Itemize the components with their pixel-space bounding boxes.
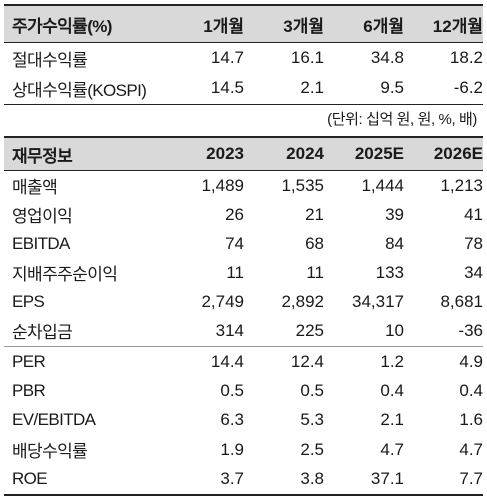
table-row: 지배주주순이익 11 11 133 34 <box>4 258 483 287</box>
top-rule <box>4 4 483 6</box>
unit-note: (단위: 십억 원, 원, %, 배) <box>327 111 477 128</box>
cell: 16.1 <box>290 48 324 67</box>
cell: 314 <box>215 320 244 340</box>
row-label: ROE <box>12 469 48 489</box>
returns-header-row: 주가수익률(%) 1개월 3개월 6개월 12개월 <box>4 6 483 42</box>
header-rule <box>4 42 483 43</box>
row-label: 상대수익률(KOSPI) <box>12 80 147 100</box>
header-2024: 2024 <box>286 144 324 163</box>
returns-bottom-rule <box>4 104 483 105</box>
cell: 34 <box>464 262 483 282</box>
cell: 12.4 <box>290 351 324 371</box>
cell: 0.5 <box>300 381 324 401</box>
cell: 1,489 <box>201 175 244 195</box>
table-row: EPS 2,749 2,892 34,317 8,681 <box>4 287 483 316</box>
cell: -36 <box>458 320 483 340</box>
row-label: 절대수익률 <box>12 50 88 70</box>
cell: 2.1 <box>380 410 404 430</box>
row-label: 배당수익률 <box>12 442 88 462</box>
cell: 1.2 <box>380 351 404 371</box>
fin-top-rule <box>4 136 483 138</box>
cell: 9.5 <box>380 78 404 97</box>
group-divider <box>4 346 483 347</box>
returns-row-absolute: 절대수익률 14.7 16.1 34.8 18.2 <box>4 43 483 73</box>
header-1m: 1개월 <box>203 16 244 36</box>
header-2023: 2023 <box>206 144 244 163</box>
cell: 26 <box>225 204 244 224</box>
row-label: 지배주주순이익 <box>12 265 118 284</box>
cell: 1.6 <box>459 410 483 430</box>
row-label: 영업이익 <box>12 207 73 226</box>
cell: 37.1 <box>370 469 404 489</box>
cell: 7.7 <box>459 469 483 489</box>
table-row: 배당수익률 1.9 2.5 4.7 4.7 <box>4 435 483 464</box>
table-row: ROE 3.7 3.8 37.1 7.7 <box>4 465 483 494</box>
cell: 0.4 <box>380 381 404 401</box>
cell: 41 <box>464 204 483 224</box>
cell: 6.3 <box>220 410 244 430</box>
cell: 5.3 <box>300 410 324 430</box>
table-row: 영업이익 26 21 39 41 <box>4 200 483 229</box>
cell: 1,535 <box>281 175 324 195</box>
cell: 8,681 <box>440 291 483 311</box>
cell: 2.5 <box>300 439 324 459</box>
cell: 34.8 <box>370 48 404 67</box>
row-label: 순차입금 <box>12 323 73 342</box>
cell: 1.9 <box>220 439 244 459</box>
cell: 14.4 <box>210 351 244 371</box>
cell: 84 <box>385 233 404 253</box>
cell: 39 <box>385 204 404 224</box>
cell: 11 <box>306 262 324 282</box>
cell: 0.4 <box>459 381 483 401</box>
cell: 2.1 <box>300 78 324 97</box>
cell: 68 <box>305 233 324 253</box>
returns-row-relative: 상대수익률(KOSPI) 14.5 2.1 9.5 -6.2 <box>4 73 483 103</box>
header-12m: 12개월 <box>432 16 483 36</box>
row-label: EPS <box>12 291 45 311</box>
cell: 10 <box>385 320 404 340</box>
cell: 11 <box>226 262 244 282</box>
table-row: EBITDA 74 68 84 78 <box>4 229 483 258</box>
fin-header-row: 재무정보 2023 2024 2025E 2026E <box>4 138 483 170</box>
cell: 0.5 <box>220 381 244 401</box>
returns-header-label: 주가수익률(%) <box>12 16 112 36</box>
row-label: EBITDA <box>12 233 70 253</box>
row-label: PER <box>12 351 46 371</box>
cell: 18.2 <box>449 48 483 67</box>
cell: 74 <box>225 233 244 253</box>
row-label: PBR <box>12 381 46 401</box>
table-row: 순차입금 314 225 10 -36 <box>4 316 483 345</box>
cell: 2,749 <box>201 291 244 311</box>
cell: 34,317 <box>352 291 404 311</box>
table-row: EV/EBITDA 6.3 5.3 2.1 1.6 <box>4 406 483 435</box>
cell: 3.7 <box>220 469 244 489</box>
cell: 2,892 <box>281 291 324 311</box>
fin-header-rule <box>4 170 483 171</box>
cell: 4.7 <box>459 439 483 459</box>
header-6m: 6개월 <box>363 16 404 36</box>
header-3m: 3개월 <box>283 16 324 36</box>
row-label: EV/EBITDA <box>12 410 96 430</box>
cell: 78 <box>464 233 483 253</box>
cell: 1,213 <box>440 175 483 195</box>
cell: 133 <box>375 262 404 282</box>
table-row: 매출액 1,489 1,535 1,444 1,213 <box>4 171 483 200</box>
cell: 3.8 <box>300 469 324 489</box>
cell: 4.7 <box>380 439 404 459</box>
row-label: 매출액 <box>12 178 58 197</box>
header-2026e: 2026E <box>433 144 483 163</box>
table-row: PER 14.4 12.4 1.2 4.9 <box>4 347 483 376</box>
fin-header-label: 재무정보 <box>12 146 73 166</box>
table-row: PBR 0.5 0.5 0.4 0.4 <box>4 376 483 405</box>
cell: 4.9 <box>459 351 483 371</box>
header-2025e: 2025E <box>354 144 404 163</box>
cell: -6.2 <box>453 78 483 97</box>
cell: 21 <box>305 204 324 224</box>
cell: 225 <box>295 320 324 340</box>
cell: 14.5 <box>210 78 244 97</box>
cell: 1,444 <box>361 175 404 195</box>
bottom-rule <box>4 494 483 496</box>
cell: 14.7 <box>210 48 244 67</box>
